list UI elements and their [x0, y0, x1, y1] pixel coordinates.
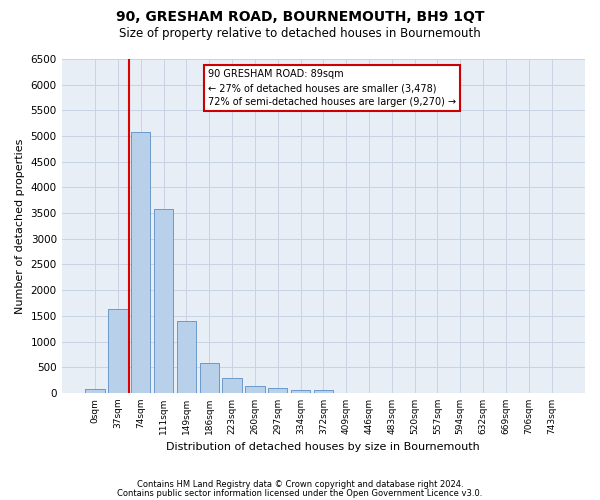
- Bar: [268, 388, 287, 393]
- Y-axis label: Number of detached properties: Number of detached properties: [15, 138, 25, 314]
- Text: 90 GRESHAM ROAD: 89sqm
← 27% of detached houses are smaller (3,478)
72% of semi-: 90 GRESHAM ROAD: 89sqm ← 27% of detached…: [208, 69, 457, 107]
- Text: Size of property relative to detached houses in Bournemouth: Size of property relative to detached ho…: [119, 28, 481, 40]
- Text: Contains public sector information licensed under the Open Government Licence v3: Contains public sector information licen…: [118, 489, 482, 498]
- Text: Contains HM Land Registry data © Crown copyright and database right 2024.: Contains HM Land Registry data © Crown c…: [137, 480, 463, 489]
- Bar: [108, 310, 128, 393]
- Bar: [177, 321, 196, 393]
- Bar: [245, 386, 265, 393]
- Bar: [223, 378, 242, 393]
- Text: 90, GRESHAM ROAD, BOURNEMOUTH, BH9 1QT: 90, GRESHAM ROAD, BOURNEMOUTH, BH9 1QT: [116, 10, 484, 24]
- Bar: [154, 210, 173, 393]
- Bar: [291, 390, 310, 393]
- Bar: [314, 390, 333, 393]
- Bar: [85, 389, 105, 393]
- X-axis label: Distribution of detached houses by size in Bournemouth: Distribution of detached houses by size …: [166, 442, 480, 452]
- Bar: [131, 132, 151, 393]
- Bar: [200, 364, 219, 393]
